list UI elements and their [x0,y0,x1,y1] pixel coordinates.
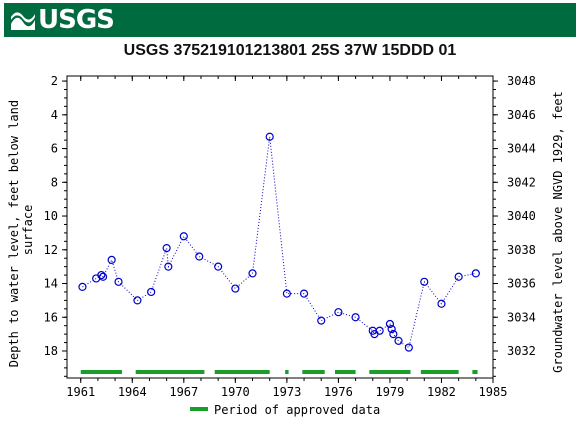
legend-label: Period of approved data [214,403,380,417]
plot-frame [66,75,494,379]
x-tick-label: 1967 [169,385,198,399]
x-tick-label: 1982 [427,385,456,399]
data-point [282,289,291,298]
data-point [248,269,257,278]
data-point [317,316,326,325]
approved-period-bar [472,370,478,374]
logo-text: USGS [38,5,115,35]
data-point [78,282,87,291]
legend-swatch [190,407,208,411]
x-tick-label: 1970 [221,385,250,399]
series-points [78,132,480,352]
data-point [404,343,413,352]
data-point [420,277,429,286]
y-axis-right: 3032 3034 3036 3038 3040 3042 3044 3046 3048 [493,74,536,377]
chart-title: USGS 375219101213801 25S 37W 15DDD 01 [123,42,457,59]
y-left-tick-label: 6 [51,142,58,156]
data-point [133,296,142,305]
data-point [471,269,480,278]
y-left-tick-label: 16 [44,310,58,324]
x-tick-label: 1976 [324,385,353,399]
y-axis-left-label: Depth to water level, feet below land su… [7,93,35,368]
data-point [98,272,108,281]
data-point [454,272,463,281]
data-point [97,270,106,280]
approved-period-bar [214,370,270,374]
usgs-banner: USGS [4,3,576,37]
data-point [231,284,240,293]
y-left-tick-label: 4 [51,108,58,122]
y-right-tick-label: 3044 [507,142,536,156]
data-point [437,299,446,308]
y-right-tick-label: 3042 [507,175,536,189]
series-line [82,136,476,349]
y-right-tick-label: 3040 [507,209,536,223]
y-left-tick-label: 8 [51,175,58,189]
data-point [107,255,116,264]
approved-period-bar [420,370,459,374]
y-left-tick-label: 12 [44,243,58,257]
y-right-tick-label: 3034 [507,310,536,324]
data-point [389,330,398,339]
usgs-logo: USGS [10,5,115,35]
x-tick-label: 1964 [118,385,147,399]
approved-period-bar [80,370,122,374]
approved-period-bar [135,370,205,374]
y-axis-left: 2 4 6 8 10 12 14 16 18 [44,74,67,377]
y-right-tick-label: 3046 [507,108,536,122]
y-right-tick-label: 3032 [507,344,536,358]
approved-period-bar [285,370,289,374]
data-point [164,262,173,271]
data-point [375,326,384,335]
y-left-tick-label: 2 [51,74,58,88]
x-tick-label: 1973 [272,385,301,399]
x-tick-label: 1961 [66,385,95,399]
data-point [394,336,403,345]
data-point [351,313,360,322]
data-point [265,132,274,141]
y-left-tick-label: 14 [44,277,58,291]
x-axis: 1961 1964 1967 1970 1973 1976 1979 1982 1985 [66,76,507,399]
approved-periods [80,370,478,374]
y-right-tick-label: 3036 [507,277,536,291]
y-axis-right-label: Groundwater level above NGVD 1929, feet [551,91,565,373]
data-point [334,308,343,317]
y-right-tick-label: 3038 [507,243,536,257]
approved-period-bar [302,370,325,374]
data-point [92,274,101,283]
usgs-wave-icon [11,11,35,30]
data-point [179,232,188,241]
approved-period-bar [334,370,356,374]
approved-period-bar [369,370,411,374]
data-point [214,262,223,271]
data-point [299,289,309,298]
data-point [387,324,396,334]
x-tick-label: 1985 [479,385,508,399]
data-point [114,277,123,286]
data-point [385,319,395,329]
y-right-tick-label: 3048 [507,74,536,88]
data-point [147,287,156,297]
data-point [162,243,171,253]
x-tick-label: 1979 [375,385,404,399]
data-point [195,252,204,261]
y-left-tick-label: 18 [44,344,58,358]
y-left-tick-label: 10 [44,209,58,223]
